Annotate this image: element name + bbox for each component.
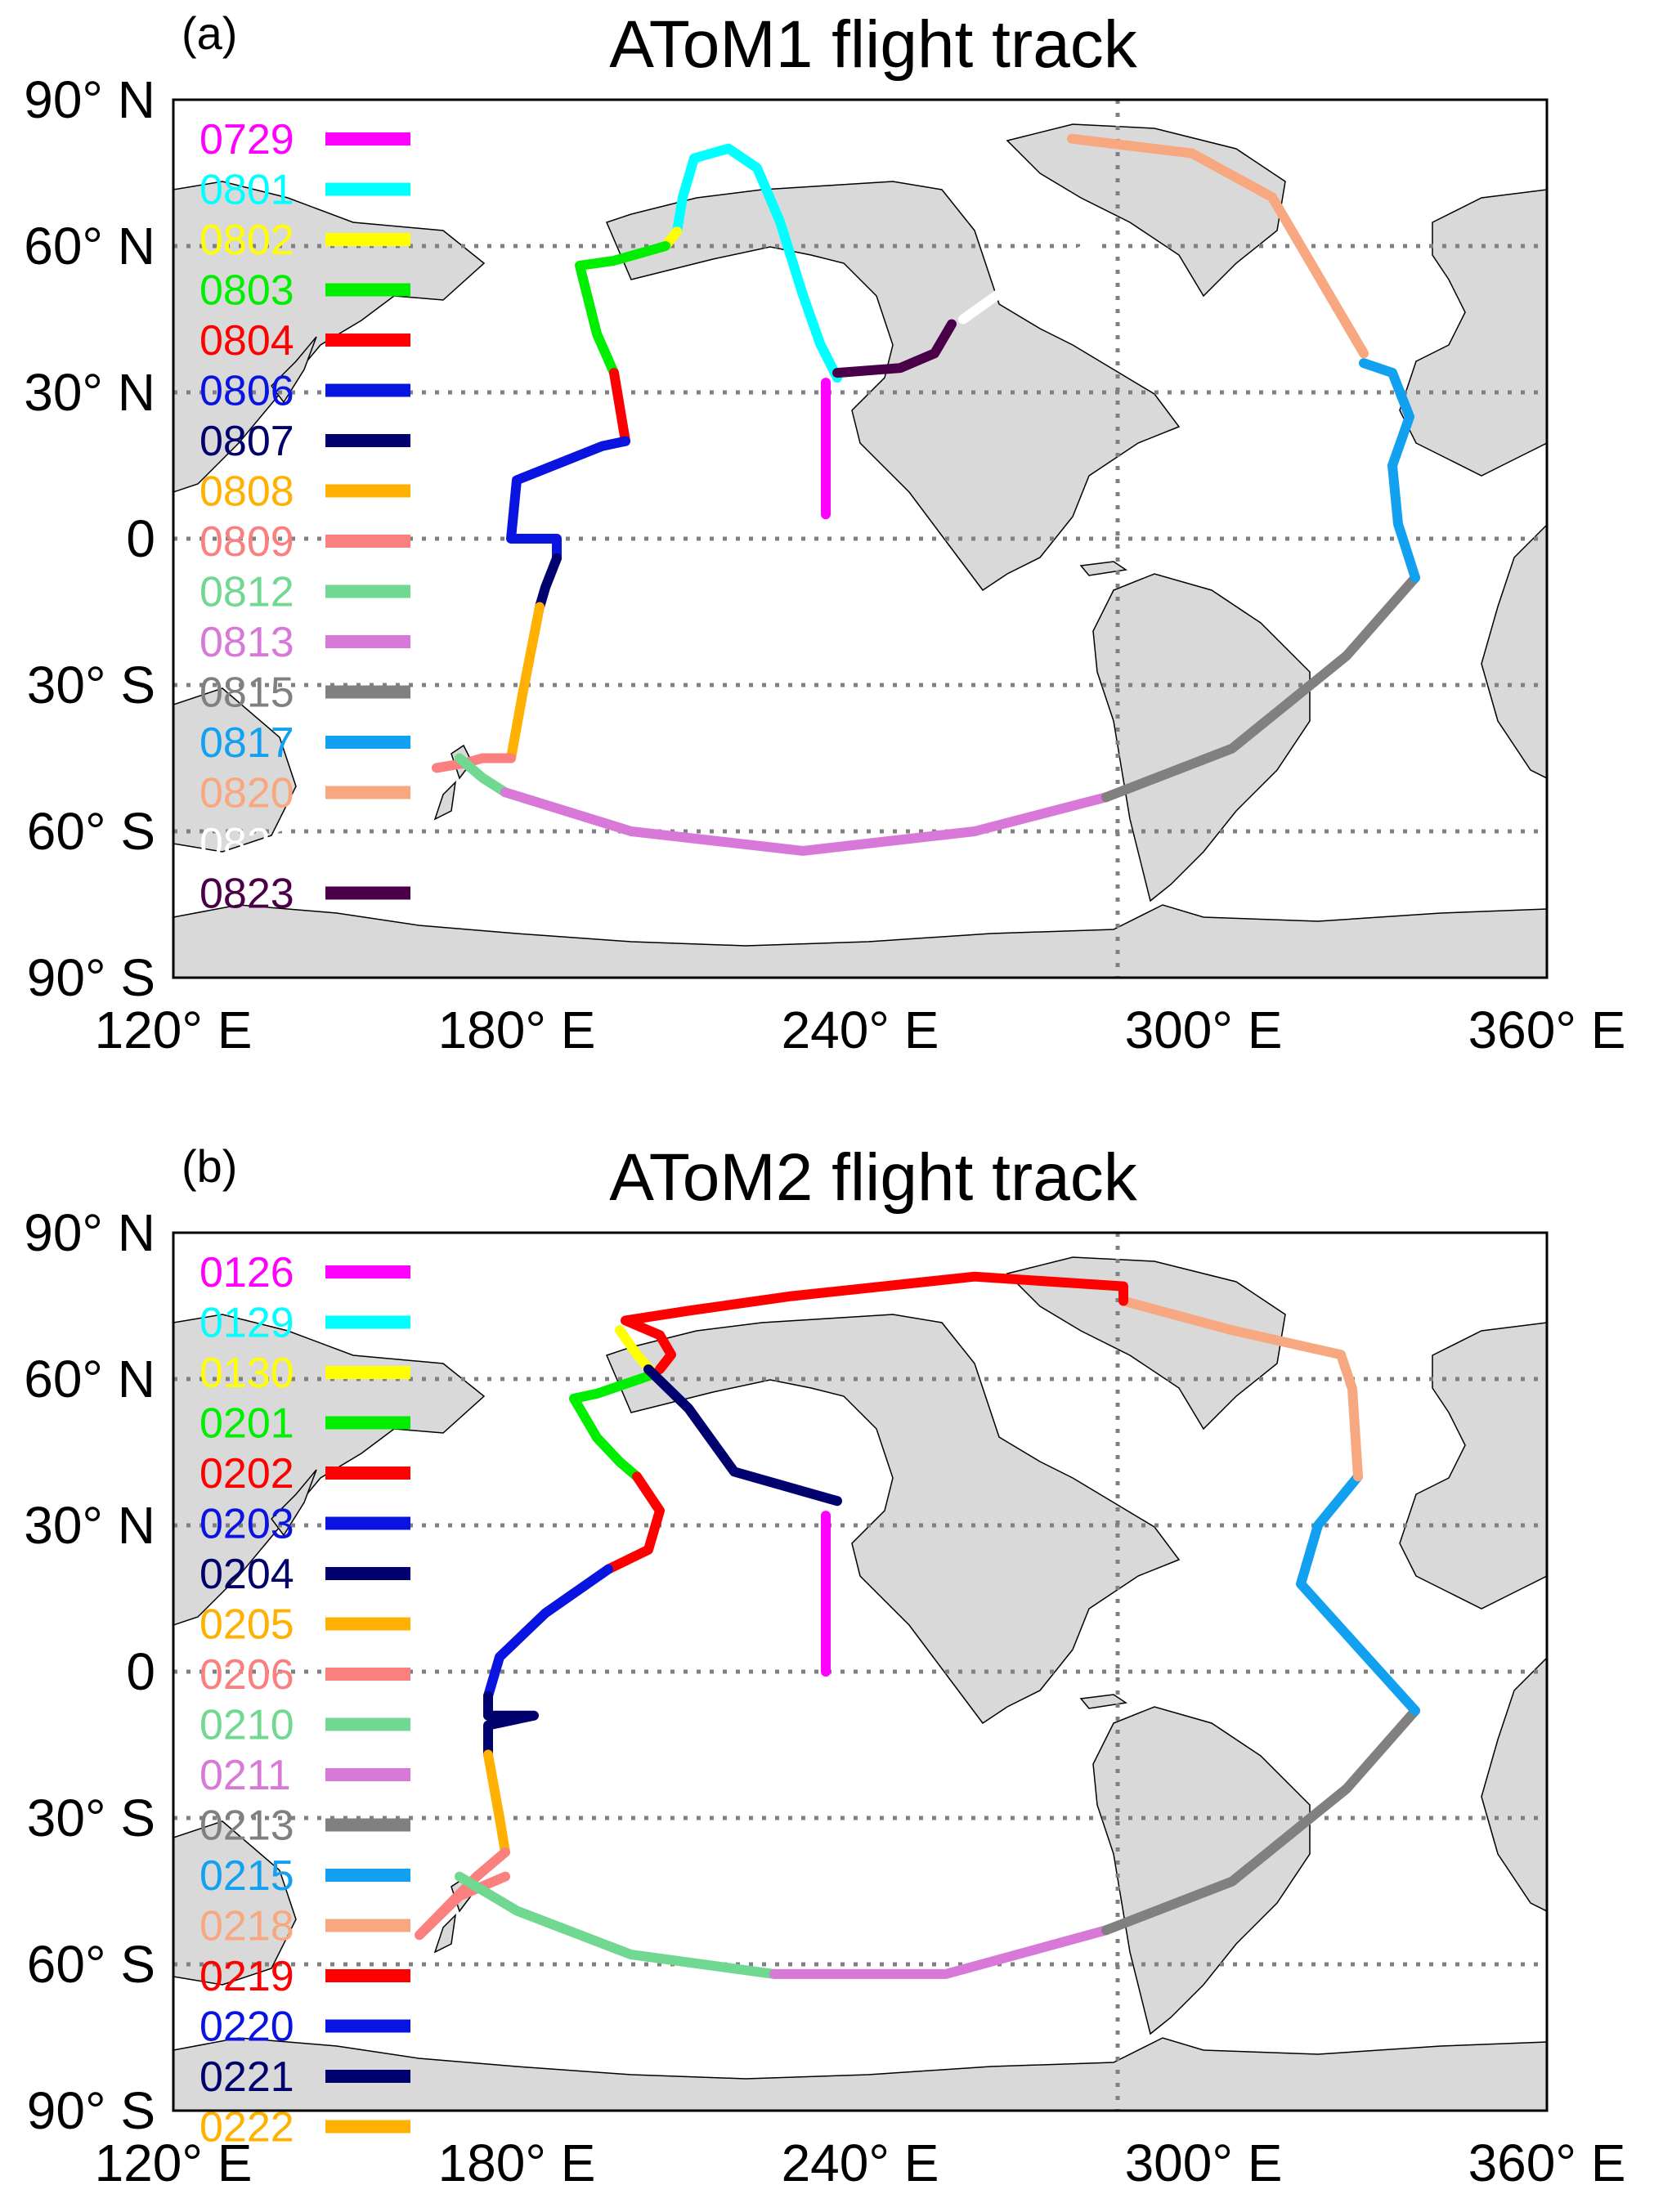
- longitude-tick-label: 360° E: [1468, 2134, 1626, 2192]
- latitude-tick-label: 90° S: [27, 2081, 155, 2140]
- longitude-tick-label: 180° E: [438, 1001, 596, 1059]
- legend-label: 0807: [199, 418, 294, 465]
- legend-label: 0817: [199, 719, 294, 767]
- flight-track-5: [506, 436, 630, 563]
- map-content: [173, 1233, 1547, 2111]
- panel-title: AToM2 flight track: [609, 1140, 1138, 1215]
- latitude-tick-label: 30° S: [27, 1789, 155, 1847]
- flight-track-12: [1118, 1296, 1363, 1482]
- latitude-tick-label: 60° S: [27, 802, 155, 861]
- flight-track-9: [455, 753, 510, 798]
- latitude-tick-label: 90° S: [27, 948, 155, 1007]
- legend-label: 0126: [199, 1249, 294, 1296]
- flight-track-14: [958, 241, 1100, 325]
- legend-label: 0801: [199, 167, 294, 214]
- legend-label: 0202: [199, 1450, 294, 1498]
- longitude-tick-label: 360° E: [1468, 1001, 1626, 1059]
- longitude-tick-label: 180° E: [438, 2134, 596, 2192]
- flight-track-13: [621, 1271, 1128, 1375]
- flight-track-2: [569, 1369, 659, 1482]
- flight-track-3: [603, 1471, 665, 1574]
- legend-label: 0820: [199, 770, 294, 817]
- legend-label: 0203: [199, 1501, 294, 1548]
- legend-label: 0822: [199, 820, 294, 867]
- legend-label: 0210: [199, 1702, 294, 1749]
- longitude-tick-label: 240° E: [782, 1001, 939, 1059]
- legend-label: 0215: [199, 1852, 294, 1900]
- flight-track-8: [455, 1871, 779, 1979]
- legend-label: 0812: [199, 569, 294, 616]
- legend-label: 0803: [199, 267, 294, 315]
- panel-b: (b) AToM2 flight track0126012901300201020…: [24, 1140, 1625, 2192]
- flight-track-4: [483, 1564, 613, 1701]
- legend-label: 0213: [199, 1802, 294, 1850]
- legend-label: 0806: [199, 368, 294, 415]
- legend-label: 0221: [199, 2053, 294, 2101]
- legend-label: 0804: [199, 317, 294, 365]
- legend-label: 0809: [199, 518, 294, 566]
- longitude-tick-label: 120° E: [95, 2134, 253, 2192]
- legend-label: 0218: [199, 1903, 294, 1950]
- flight-track-3: [575, 241, 670, 378]
- longitude-tick-label: 300° E: [1125, 2134, 1283, 2192]
- panel-letter: (a): [182, 7, 237, 59]
- panel-a: (a) AToM1 flight track0729080108020803080…: [24, 7, 1625, 1059]
- latitude-tick-label: 60° N: [24, 217, 155, 275]
- map-frame: [172, 98, 1549, 979]
- latitude-tick-label: 60° N: [24, 1350, 155, 1408]
- flight-track-13: [1067, 133, 1369, 359]
- latitude-tick-label: 90° N: [24, 70, 155, 129]
- legend-label: 0219: [199, 1953, 294, 2000]
- flight-track-5: [483, 1690, 539, 1760]
- flight-track-4: [609, 368, 630, 446]
- legend-label: 0813: [199, 619, 294, 666]
- latitude-tick-label: 0: [126, 509, 155, 568]
- flight-track-10: [500, 787, 1111, 856]
- legend-label: 0220: [199, 2004, 294, 2051]
- map-content: [173, 100, 1547, 978]
- latitude-tick-label: 30° N: [24, 363, 155, 422]
- longitude-tick-label: 240° E: [782, 2134, 939, 2192]
- flight-track-10: [1101, 1705, 1420, 1936]
- legend-label: 0206: [199, 1651, 294, 1699]
- flight-track-6: [535, 553, 562, 612]
- legend-label: 0129: [199, 1300, 294, 1347]
- latitude-tick-label: 30° N: [24, 1496, 155, 1555]
- flight-track-14: [643, 1364, 842, 1507]
- flight-track-6: [483, 1749, 510, 1857]
- legend-label: 0802: [199, 217, 294, 264]
- legend-label: 0130: [199, 1350, 294, 1397]
- panel-title: AToM1 flight track: [609, 7, 1138, 82]
- legend-label: 0808: [199, 468, 294, 516]
- legend-label: 0729: [199, 116, 294, 163]
- flight-track-7: [506, 602, 545, 763]
- longitude-tick-label: 120° E: [95, 1001, 253, 1059]
- latitude-tick-label: 60° S: [27, 1935, 155, 1994]
- longitude-tick-label: 300° E: [1125, 1001, 1283, 1059]
- legend-label: 0823: [199, 871, 294, 918]
- flight-track-1: [672, 143, 842, 383]
- latitude-tick-label: 30° S: [27, 656, 155, 714]
- legend-label: 0205: [199, 1601, 294, 1649]
- legend-label: 0204: [199, 1551, 294, 1598]
- flight-track-12: [1359, 358, 1420, 583]
- legend-label: 0201: [199, 1400, 294, 1448]
- legend-label: 0815: [199, 669, 294, 717]
- flight-track-15: [832, 319, 957, 378]
- flight-track-9: [769, 1925, 1111, 1979]
- flight-track-8: [432, 753, 516, 773]
- flight-track-11: [1296, 1471, 1420, 1716]
- latitude-tick-label: 0: [126, 1642, 155, 1701]
- flight-track-11: [1101, 572, 1420, 803]
- map-frame: [172, 1231, 1549, 2112]
- legend-label: 0211: [199, 1752, 291, 1799]
- panel-letter: (b): [182, 1140, 237, 1192]
- latitude-tick-label: 90° N: [24, 1203, 155, 1262]
